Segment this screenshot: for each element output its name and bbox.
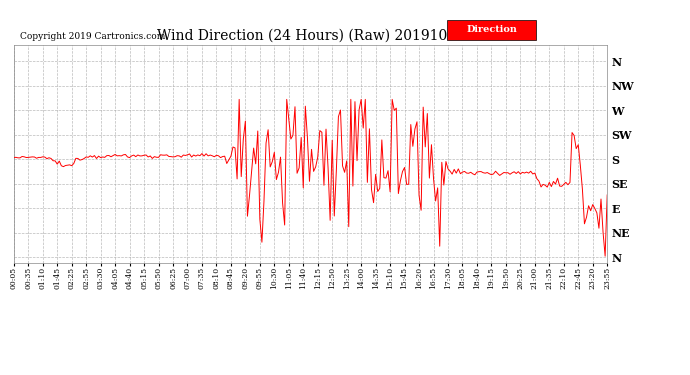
Title: Wind Direction (24 Hours) (Raw) 20191009: Wind Direction (24 Hours) (Raw) 20191009 — [157, 28, 464, 42]
FancyBboxPatch shape — [447, 20, 536, 40]
Text: Direction: Direction — [466, 25, 517, 34]
Text: Copyright 2019 Cartronics.com: Copyright 2019 Cartronics.com — [20, 32, 165, 40]
